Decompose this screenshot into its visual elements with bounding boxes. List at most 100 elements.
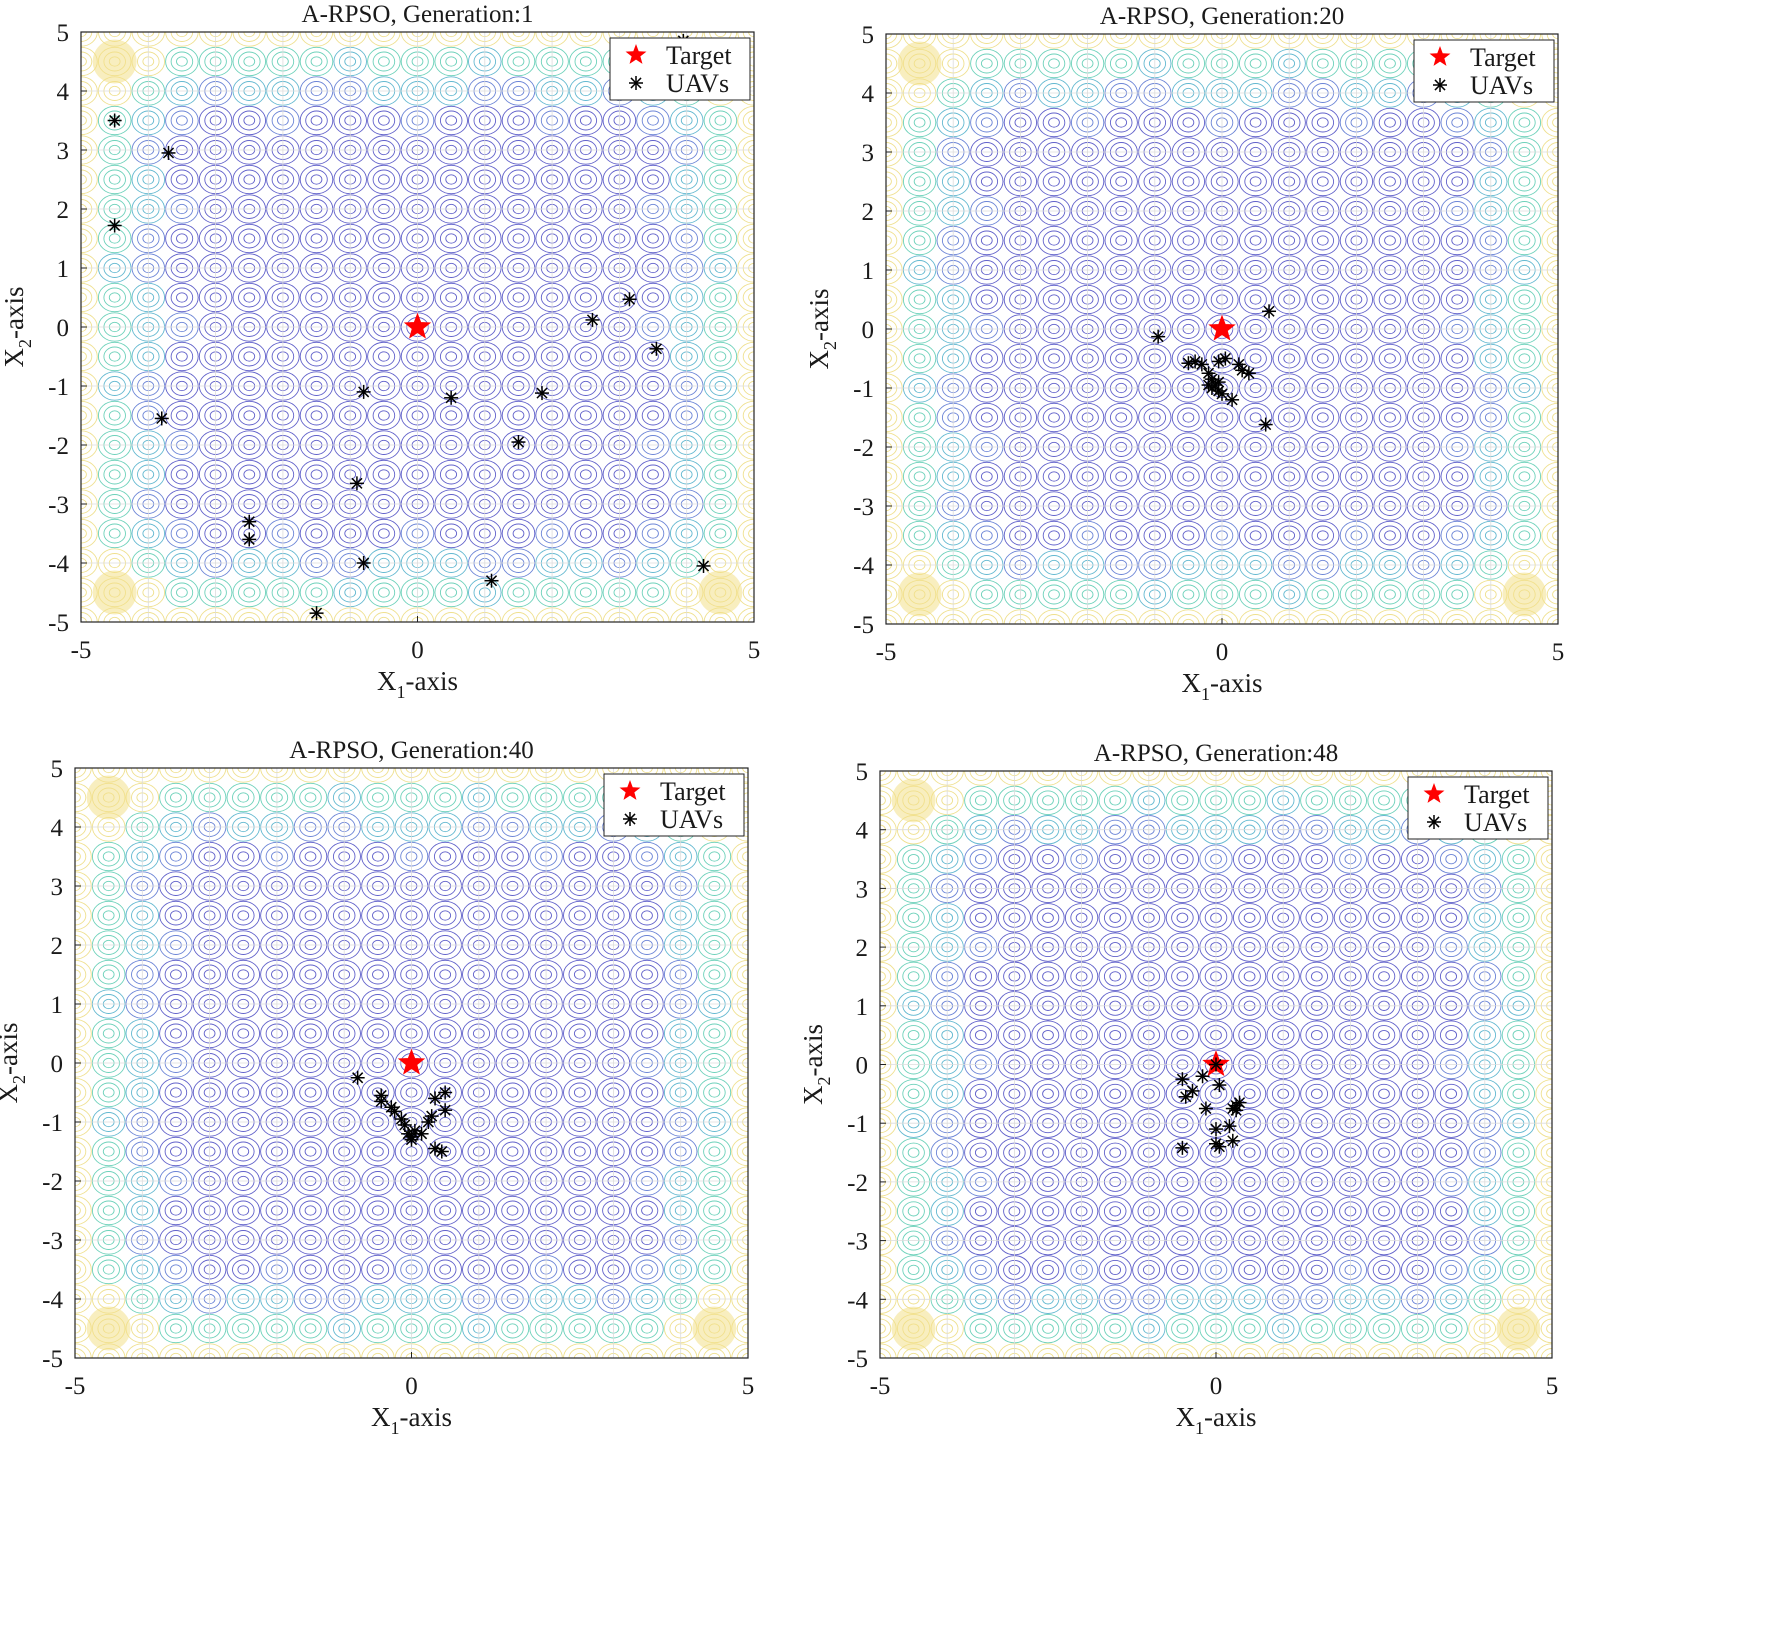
uav-marker <box>1175 1141 1189 1155</box>
uav-marker <box>357 385 371 399</box>
y-tick-label: -2 <box>847 1170 868 1197</box>
uav-marker <box>1199 1102 1213 1116</box>
y-tick-label: -3 <box>853 494 874 521</box>
y-tick-label: 5 <box>51 756 64 783</box>
uav-marker <box>428 1091 442 1105</box>
uav-marker <box>1185 1084 1199 1098</box>
uav-marker <box>1209 1058 1223 1072</box>
y-tick-label: -5 <box>42 1346 63 1373</box>
chart-title: A-RPSO, Generation:40 <box>289 737 533 764</box>
y-tick-label: 4 <box>51 815 64 842</box>
uav-marker <box>1262 304 1276 318</box>
y-tick-label: 1 <box>51 992 64 1019</box>
x-tick-label: 0 <box>1210 1373 1223 1400</box>
y-tick-label: 2 <box>51 933 64 960</box>
x-axis-label: X1-axis <box>377 666 458 702</box>
x-tick-label: 0 <box>1216 639 1229 666</box>
uav-marker <box>1225 393 1239 407</box>
y-tick-label: 5 <box>57 20 70 47</box>
y-tick-label: 5 <box>856 759 869 786</box>
legend-uav-label: UAVs <box>666 69 729 98</box>
x-tick-label: 5 <box>748 637 761 664</box>
y-tick-label: 3 <box>862 140 875 167</box>
uav-marker <box>535 386 549 400</box>
y-tick-label: 0 <box>51 1051 64 1078</box>
x-tick-label: -5 <box>71 637 92 664</box>
uav-marker <box>1259 418 1273 432</box>
legend-uav-symbol <box>623 812 637 826</box>
uav-marker <box>161 146 175 160</box>
x-tick-label: 5 <box>742 1373 755 1400</box>
y-tick-label: -2 <box>42 1169 63 1196</box>
y-tick-label: 5 <box>862 22 875 49</box>
y-tick-label: -3 <box>42 1228 63 1255</box>
y-tick-label: -2 <box>48 433 69 460</box>
y-tick-label: 4 <box>57 79 70 106</box>
x-tick-label: -5 <box>876 639 897 666</box>
y-tick-label: -4 <box>42 1287 63 1314</box>
uav-marker <box>357 556 371 570</box>
uav-marker <box>1218 352 1232 366</box>
legend-uav-symbol <box>1433 78 1447 92</box>
uav-marker <box>511 435 525 449</box>
y-axis-label: X2-axis <box>0 1023 29 1104</box>
y-tick-label: 0 <box>57 315 70 342</box>
y-tick-label: 0 <box>862 317 875 344</box>
x-tick-label: -5 <box>65 1373 86 1400</box>
y-tick-label: 1 <box>57 256 70 283</box>
uav-marker <box>351 1071 365 1085</box>
y-tick-label: -5 <box>48 610 69 637</box>
uav-marker <box>485 574 499 588</box>
y-tick-label: -4 <box>847 1287 868 1314</box>
y-tick-label: -3 <box>847 1229 868 1256</box>
x-axis-label: X1-axis <box>371 1402 452 1438</box>
legend-uav-symbol <box>1427 815 1441 829</box>
y-tick-label: 4 <box>862 81 875 108</box>
uav-marker <box>242 532 256 546</box>
uav-marker <box>585 313 599 327</box>
y-tick-label: -2 <box>853 435 874 462</box>
y-tick-label: 4 <box>856 818 869 845</box>
uav-marker <box>649 342 663 356</box>
y-tick-label: -4 <box>853 553 874 580</box>
uav-marker <box>108 114 122 128</box>
uav-marker <box>438 1086 452 1100</box>
legend-target-label: Target <box>660 777 726 806</box>
uav-marker <box>425 1109 439 1123</box>
y-tick-label: 2 <box>862 199 875 226</box>
uav-marker <box>1215 387 1229 401</box>
y-tick-label: -1 <box>42 1110 63 1137</box>
x-tick-label: 5 <box>1546 1373 1559 1400</box>
y-tick-label: 3 <box>57 138 70 165</box>
y-tick-label: 3 <box>51 874 64 901</box>
chart-title: A-RPSO, Generation:48 <box>1094 740 1338 767</box>
uav-marker <box>435 1145 449 1159</box>
uav-marker <box>374 1094 388 1108</box>
legend-uav-symbol <box>629 76 643 90</box>
y-tick-label: -5 <box>853 612 874 639</box>
uav-marker <box>1196 1069 1210 1083</box>
legend-target-label: Target <box>666 41 732 70</box>
legend-uav-label: UAVs <box>660 805 723 834</box>
legend-target-label: Target <box>1464 780 1530 809</box>
uav-marker <box>1175 1072 1189 1086</box>
uav-marker <box>622 292 636 306</box>
uav-marker <box>1212 1078 1226 1092</box>
legend-target-label: Target <box>1470 43 1536 72</box>
uav-marker <box>438 1103 452 1117</box>
y-tick-label: -3 <box>48 492 69 519</box>
x-axis-label: X1-axis <box>1176 1402 1257 1438</box>
uav-marker <box>444 391 458 405</box>
y-tick-label: 1 <box>856 994 869 1021</box>
uav-marker <box>242 515 256 529</box>
y-axis-label: X2-axis <box>0 287 35 368</box>
